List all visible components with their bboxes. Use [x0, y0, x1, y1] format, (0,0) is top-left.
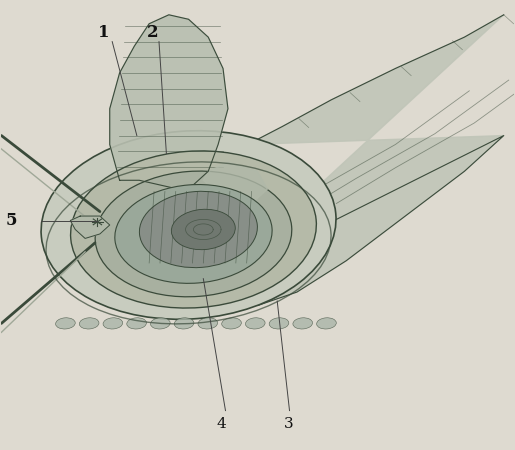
- Text: 3: 3: [283, 417, 293, 431]
- Polygon shape: [110, 15, 228, 189]
- Ellipse shape: [41, 130, 336, 320]
- Polygon shape: [218, 15, 504, 306]
- Ellipse shape: [171, 209, 235, 250]
- Ellipse shape: [79, 318, 99, 329]
- Ellipse shape: [293, 318, 313, 329]
- Polygon shape: [71, 216, 110, 239]
- Ellipse shape: [174, 318, 194, 329]
- Ellipse shape: [246, 318, 265, 329]
- Polygon shape: [203, 162, 267, 207]
- Ellipse shape: [317, 318, 336, 329]
- Ellipse shape: [103, 318, 123, 329]
- Ellipse shape: [71, 151, 316, 308]
- Ellipse shape: [140, 191, 258, 268]
- Text: 1: 1: [98, 24, 110, 41]
- Ellipse shape: [56, 318, 75, 329]
- Text: 2: 2: [147, 24, 158, 41]
- Ellipse shape: [198, 318, 218, 329]
- Text: 5: 5: [6, 212, 18, 229]
- Ellipse shape: [269, 318, 289, 329]
- Ellipse shape: [95, 171, 292, 297]
- Text: 4: 4: [217, 417, 227, 431]
- Ellipse shape: [150, 318, 170, 329]
- Ellipse shape: [115, 184, 272, 284]
- Ellipse shape: [221, 318, 242, 329]
- Ellipse shape: [127, 318, 146, 329]
